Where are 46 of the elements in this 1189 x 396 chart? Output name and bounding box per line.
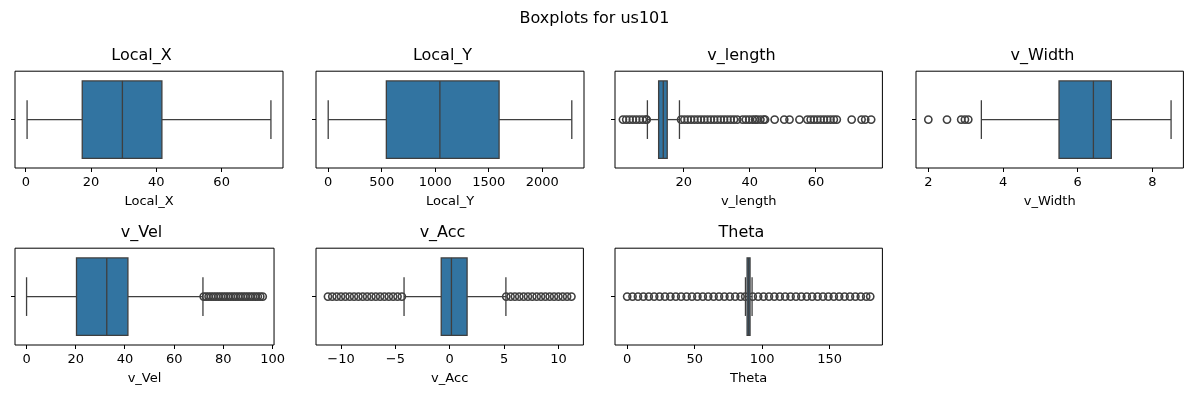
x-tick-label: 40	[741, 174, 759, 190]
x-tick-label: −5	[385, 351, 405, 367]
x-tick-label: 60	[165, 351, 183, 367]
x-tick-label: −10	[327, 351, 355, 367]
x-tick-label: 2	[924, 174, 933, 190]
x-tick-label: 100	[260, 351, 285, 367]
x-axis-title: v_Width	[1023, 192, 1076, 208]
x-tick-label: 0	[445, 351, 454, 367]
x-tick-label: 20	[675, 174, 693, 190]
x-tick-label: 60	[807, 174, 825, 190]
x-tick-label: 5	[499, 351, 509, 367]
x-tick-label: 150	[817, 351, 843, 367]
x-tick-label: 0	[21, 174, 30, 190]
chart-title: Local_X	[111, 44, 172, 65]
x-tick-label: 8	[1148, 174, 1157, 190]
x-tick-label: 100	[749, 351, 775, 367]
x-tick-label: 60	[213, 174, 230, 190]
x-tick-label: 500	[369, 174, 395, 190]
x-tick-label: 80	[215, 351, 232, 367]
x-tick-label: 6	[1073, 174, 1082, 190]
chart-title: v_length	[707, 44, 776, 65]
x-axis-title: Local_Y	[425, 192, 475, 208]
text: Boxplots for us101	[518, 8, 671, 27]
x-tick-label: 1500	[472, 174, 506, 190]
x-axis-title: Local_X	[124, 192, 174, 208]
x-tick-label: 50	[686, 351, 703, 367]
chart-title: v_Width	[1010, 44, 1075, 65]
x-tick-label: 0	[22, 351, 31, 367]
x-tick-label: 1000	[418, 174, 452, 190]
chart-title: v_Vel	[120, 221, 163, 242]
x-axis-title: Theta	[729, 369, 768, 385]
x-tick-label: 40	[148, 174, 165, 190]
x-tick-label: 2000	[525, 174, 559, 190]
chart-title: Local_Y	[412, 44, 473, 65]
x-axis-title: v_length	[720, 192, 777, 208]
x-tick-label: 20	[82, 174, 100, 190]
x-axis-title: v_Acc	[431, 369, 469, 385]
x-tick-label: 40	[116, 351, 134, 367]
chart-title: Theta	[717, 221, 765, 241]
x-tick-label: 0	[324, 174, 333, 190]
chart-title: v_Acc	[419, 221, 466, 242]
x-tick-label: 20	[67, 351, 85, 367]
x-tick-label: 4	[998, 174, 1008, 190]
x-tick-label: 10	[550, 351, 567, 367]
x-axis-title: v_Vel	[127, 369, 162, 385]
x-tick-label: 0	[623, 351, 632, 367]
